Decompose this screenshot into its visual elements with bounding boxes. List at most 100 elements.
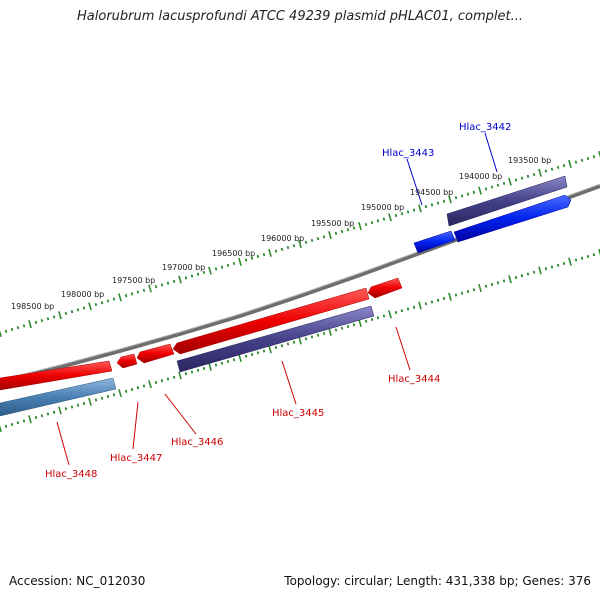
major-tick — [148, 284, 152, 293]
minor-tick — [454, 196, 458, 200]
scale-label: 197500 bp — [112, 276, 155, 285]
minor-tick — [436, 201, 440, 205]
major-tick — [28, 320, 32, 329]
gene-hlac-3446-arrow[interactable] — [136, 343, 175, 364]
minor-tick — [256, 254, 260, 259]
major-tick — [58, 311, 62, 320]
minor-tick — [64, 407, 68, 411]
major-tick — [298, 336, 302, 345]
minor-tick — [94, 398, 98, 402]
minor-tick — [466, 192, 470, 196]
gene-label-hlac-3444[interactable]: Hlac_3444 — [388, 374, 440, 385]
minor-tick — [352, 226, 356, 230]
minor-tick — [550, 265, 554, 269]
minor-tick — [310, 238, 314, 243]
minor-tick — [154, 285, 158, 289]
minor-tick — [316, 237, 320, 241]
major-tick — [448, 195, 452, 204]
minor-tick — [424, 302, 428, 306]
cds-hlac-3448[interactable] — [0, 377, 117, 417]
minor-tick — [196, 368, 200, 372]
gene-label-hlac-3442[interactable]: Hlac_3442 — [459, 122, 511, 133]
minor-tick — [496, 183, 500, 187]
cds-hlac-3442[interactable] — [446, 175, 568, 227]
minor-tick — [562, 261, 566, 266]
minor-tick — [502, 279, 506, 283]
minor-tick — [532, 172, 536, 177]
minor-tick — [376, 316, 380, 320]
minor-tick — [334, 328, 338, 332]
minor-tick — [496, 281, 500, 285]
gene-label-hlac-3448[interactable]: Hlac_3448 — [45, 469, 97, 480]
gene-hlac-3444-arrow[interactable] — [367, 277, 403, 299]
minor-tick — [82, 401, 86, 406]
major-tick — [568, 159, 572, 168]
minor-tick — [112, 297, 116, 301]
minor-tick — [502, 181, 506, 186]
minor-tick — [10, 422, 14, 427]
major-tick — [238, 353, 242, 363]
scale-label: 195000 bp — [361, 203, 404, 212]
minor-tick — [280, 344, 284, 348]
minor-tick — [286, 342, 290, 346]
minor-tick — [166, 377, 170, 381]
minor-tick — [592, 253, 596, 257]
minor-tick — [166, 281, 170, 285]
minor-tick — [16, 421, 20, 425]
minor-tick — [100, 301, 104, 305]
major-tick — [0, 425, 2, 433]
minor-tick — [550, 167, 554, 171]
minor-tick — [400, 309, 404, 313]
gene-label-hlac-3443[interactable]: Hlac_3443 — [382, 148, 434, 159]
minor-tick — [442, 296, 446, 301]
gene-label-hlac-3445[interactable]: Hlac_3445 — [272, 408, 324, 419]
gene-hlac-3443-arrow[interactable] — [413, 230, 456, 254]
minor-tick — [214, 267, 218, 271]
gene-hlac-3442-arrow[interactable] — [453, 194, 572, 243]
minor-tick — [394, 213, 398, 218]
minor-tick — [34, 320, 38, 324]
major-tick — [478, 186, 482, 195]
minor-tick — [436, 298, 440, 302]
minor-tick — [76, 308, 80, 312]
minor-tick — [514, 275, 518, 280]
minor-tick — [220, 265, 224, 269]
major-tick — [358, 222, 362, 231]
major-tick — [388, 213, 392, 222]
minor-tick — [106, 299, 110, 303]
gene-hlac-3447-arrow[interactable] — [116, 353, 138, 369]
scale-label: 197000 bp — [162, 263, 205, 272]
minor-tick — [190, 370, 194, 374]
minor-tick — [544, 267, 548, 271]
cds-hlac-3445[interactable] — [176, 305, 375, 373]
minor-tick — [226, 359, 230, 364]
minor-tick — [112, 393, 116, 397]
minor-tick — [490, 282, 494, 287]
minor-tick — [526, 174, 530, 178]
minor-tick — [412, 208, 416, 212]
inner-scale-ticks — [0, 248, 600, 433]
major-tick — [418, 204, 422, 213]
minor-tick — [460, 194, 464, 198]
minor-tick — [124, 389, 128, 393]
major-tick — [238, 257, 242, 266]
minor-tick — [322, 331, 326, 336]
minor-tick — [526, 272, 530, 276]
minor-tick — [256, 351, 260, 355]
minor-tick — [406, 307, 410, 311]
major-tick — [118, 388, 122, 398]
minor-tick — [292, 340, 296, 344]
gene-label-hlac-3446[interactable]: Hlac_3446 — [171, 437, 223, 448]
major-tick — [298, 239, 302, 249]
gene-hlac-3448-arrow[interactable] — [0, 360, 113, 391]
gene-hlac-3445-arrow[interactable] — [172, 287, 370, 355]
major-tick — [208, 266, 212, 275]
minor-tick — [292, 244, 296, 248]
minor-tick — [160, 283, 164, 287]
gene-label-hlac-3447[interactable]: Hlac_3447 — [110, 453, 162, 464]
minor-tick — [586, 254, 590, 259]
minor-tick — [574, 160, 578, 164]
major-tick — [178, 275, 182, 284]
minor-tick — [556, 263, 560, 267]
